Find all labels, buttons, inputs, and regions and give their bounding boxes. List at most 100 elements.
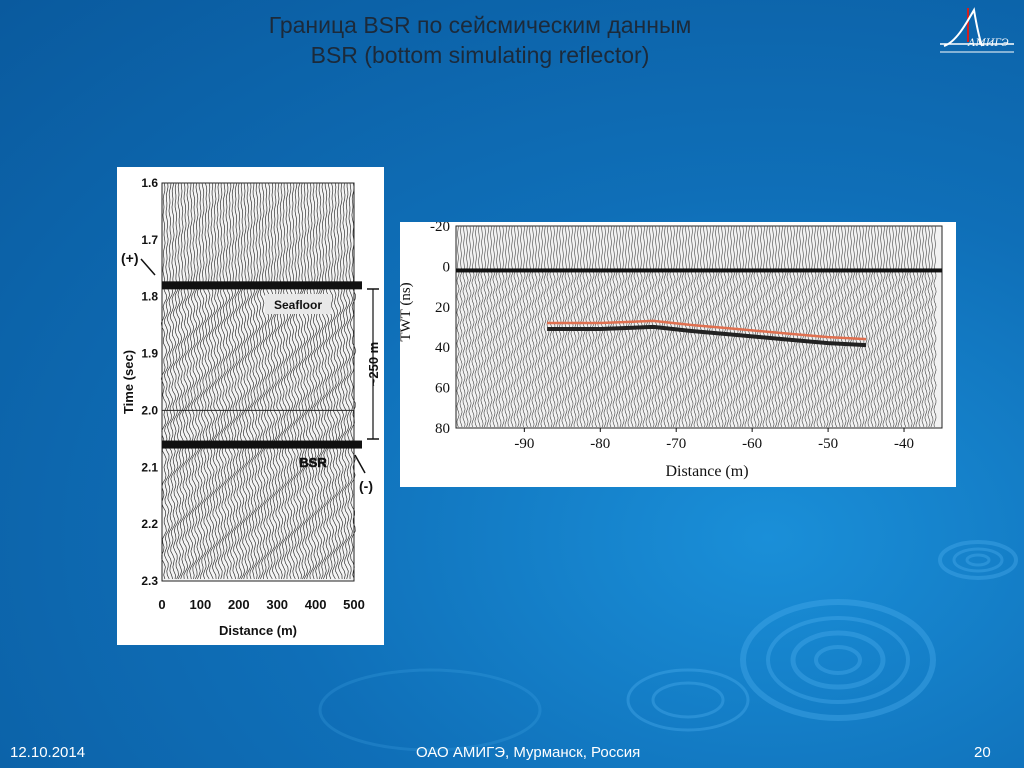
seismic-trace (669, 225, 673, 428)
seismic-trace (462, 225, 466, 428)
seismic-trace (774, 225, 778, 428)
seismic-trace (489, 225, 493, 428)
seismic-trace (744, 225, 748, 428)
seismic-trace (723, 225, 727, 428)
seismic-trace (301, 182, 309, 580)
seismic-trace (289, 182, 297, 580)
seismic-trace (160, 182, 168, 580)
seismic-trace (268, 182, 276, 580)
seismic-trace (328, 182, 336, 580)
seismic-trace (474, 225, 478, 428)
seismic-trace (735, 225, 739, 428)
seismic-trace (597, 225, 601, 428)
seismic-trace (822, 225, 826, 428)
y-tick-label: 2.2 (141, 517, 158, 531)
seismic-trace (190, 182, 198, 580)
x-tick-label: -60 (742, 436, 762, 452)
seismic-trace (612, 225, 616, 428)
seismic-trace (642, 225, 646, 428)
seismic-trace (552, 225, 556, 428)
seismic-trace (792, 225, 796, 428)
seismic-trace (861, 225, 865, 428)
seismic-trace (828, 225, 832, 428)
x-tick-label: 0 (158, 597, 165, 612)
seafloor-reflector-band (162, 281, 362, 290)
y-tick-label: 1.8 (141, 290, 158, 304)
positive-arrow-icon (140, 258, 156, 276)
seismic-trace (648, 225, 652, 428)
seismic-trace (825, 225, 829, 428)
seismic-trace (783, 225, 787, 428)
seismic-trace (927, 225, 931, 428)
seismic-trace (253, 182, 261, 580)
seismic-trace (471, 225, 475, 428)
footer-organization: ОАО АМИГЭ, Мурманск, Россия (416, 744, 641, 761)
seismic-trace (762, 225, 766, 428)
seismic-trace (313, 182, 321, 580)
bsr-label: BSR (299, 455, 327, 470)
seismic-trace (591, 225, 595, 428)
seismic-trace (741, 225, 745, 428)
x-tick-label: 500 (343, 597, 365, 612)
y-tick-label: 20 (435, 300, 450, 316)
seismic-trace (765, 225, 769, 428)
negative-arrow-icon (354, 454, 366, 474)
seismic-trace (903, 225, 907, 428)
seismic-trace (265, 182, 273, 580)
y-tick-label: 1.7 (141, 233, 158, 247)
seismic-trace (513, 225, 517, 428)
seismic-trace (639, 225, 643, 428)
seismic-trace (316, 182, 324, 580)
seismic-trace (555, 225, 559, 428)
seismic-trace (349, 182, 357, 580)
x-tick-label: 100 (190, 597, 212, 612)
x-tick-label: 400 (305, 597, 327, 612)
seismic-trace (340, 182, 348, 580)
seismic-trace (852, 225, 856, 428)
seismic-trace (166, 182, 174, 580)
seismic-trace (753, 225, 757, 428)
seismic-trace (465, 225, 469, 428)
x-tick-label: -40 (894, 436, 914, 452)
seismic-trace (738, 225, 742, 428)
seismic-trace (319, 182, 327, 580)
seismic-trace (483, 225, 487, 428)
seismic-trace (271, 182, 279, 580)
seismic-trace (771, 225, 775, 428)
seismic-trace (178, 182, 186, 580)
seismic-trace (573, 225, 577, 428)
seismic-trace (756, 225, 760, 428)
seismic-trace (546, 225, 550, 428)
seismic-trace (337, 182, 345, 580)
seismic-trace (259, 182, 267, 580)
amige-logo-icon (940, 7, 1014, 53)
y-ticks-right: -20 0 20 40 60 80 (430, 222, 450, 437)
seismic-trace (459, 225, 463, 428)
seismic-trace (726, 225, 730, 428)
seismic-trace (175, 182, 183, 580)
seismic-trace (244, 182, 252, 580)
seismic-trace (645, 225, 649, 428)
seismic-trace (918, 225, 922, 428)
footer-date: 12.10.2014 (10, 744, 86, 761)
x-ticks-left: 0 100 200 300 400 500 (158, 597, 364, 612)
surface-reflector-band (456, 268, 942, 273)
thickness-label: ~250 m (366, 342, 381, 386)
seismic-trace (498, 225, 502, 428)
bsr-reflector-line (547, 319, 867, 348)
seismic-trace (834, 225, 838, 428)
seismic-trace (858, 225, 862, 428)
seismic-chart-left: 1.6 1.7 1.8 1.9 2.0 2.1 2.2 2.3 0 100 200 300 400 50… (121, 176, 381, 638)
seismic-trace (711, 225, 715, 428)
seismic-trace (343, 182, 351, 580)
seismic-trace (322, 182, 330, 580)
seismic-trace (247, 182, 255, 580)
seismic-trace (768, 225, 772, 428)
seismic-trace (199, 182, 207, 580)
seismic-trace (876, 225, 880, 428)
seismic-trace (564, 225, 568, 427)
seismic-trace (804, 225, 808, 428)
seismic-trace (594, 225, 598, 428)
seismic-trace (588, 225, 592, 428)
seismic-trace (672, 225, 676, 428)
